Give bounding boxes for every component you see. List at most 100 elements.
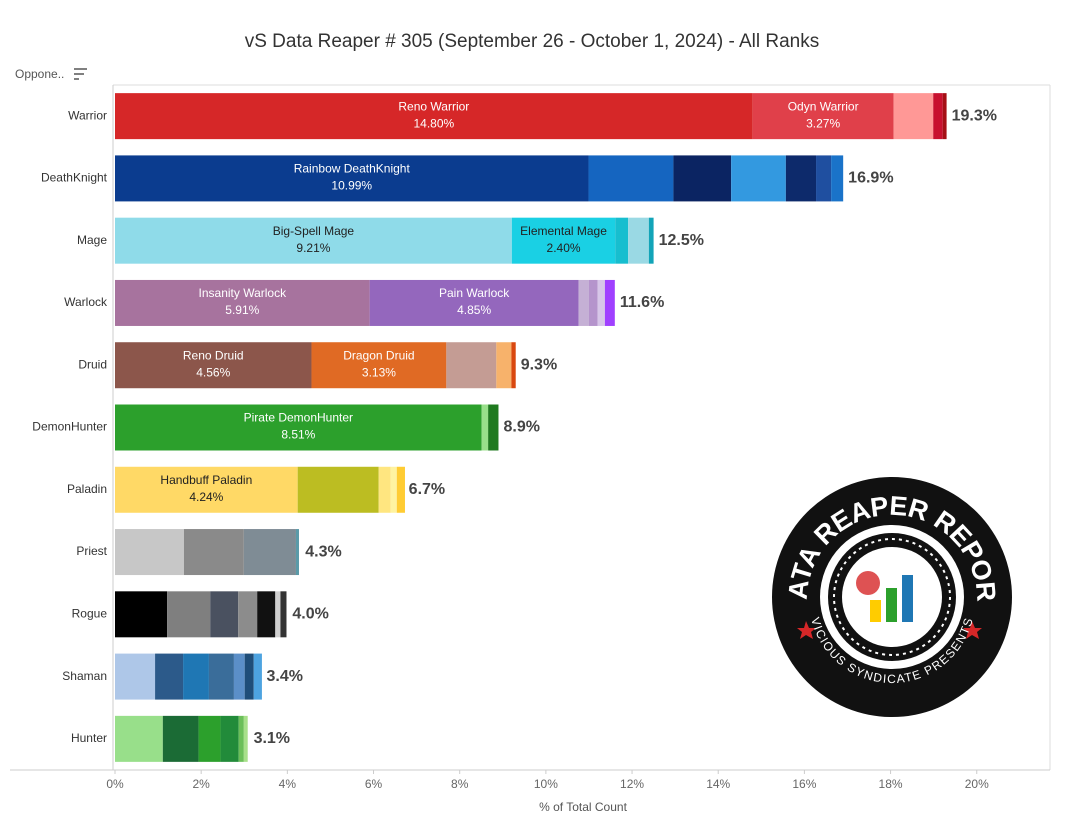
bar-segment (280, 591, 287, 638)
segment-name: Odyn Warrior (788, 99, 859, 113)
segment-value-label: 8.51% (281, 428, 315, 442)
x-tick-label: 20% (965, 777, 989, 791)
bar-segment (208, 653, 234, 700)
bar-segment (311, 342, 447, 389)
y-tick-label: Shaman (62, 669, 107, 683)
y-header: Oppone.. (15, 67, 64, 81)
segment-name: Reno Druid (183, 348, 244, 362)
bar-segment (115, 279, 370, 326)
x-tick-label: 14% (706, 777, 730, 791)
bar-segment (648, 217, 654, 264)
bar-segment (243, 529, 296, 576)
bar-segment (243, 715, 248, 762)
segment-value-label: 10.99% (331, 179, 372, 193)
total-label: 3.4% (266, 668, 302, 685)
total-label: 11.6% (620, 294, 664, 311)
segment-value-label: 14.80% (413, 116, 454, 130)
segment-value-label: 5.91% (225, 303, 259, 317)
bar-segment (446, 342, 497, 389)
bar-segment (816, 155, 832, 202)
bar-segment (785, 155, 817, 202)
bar-segment (183, 529, 244, 576)
x-tick-label: 12% (620, 777, 644, 791)
segment-value-label: 3.13% (362, 365, 396, 379)
total-label: 4.3% (305, 543, 341, 560)
bar-segment (115, 217, 512, 264)
bar-segment (378, 466, 391, 513)
y-tick-label: Warlock (64, 295, 108, 309)
chart-title: vS Data Reaper # 305 (September 26 - Oct… (245, 31, 820, 52)
segment-value-label: 2.40% (547, 241, 581, 255)
bar-segment (115, 342, 312, 389)
segment-name: Reno Warrior (398, 99, 469, 113)
bar-segment (628, 217, 649, 264)
bar-segment (942, 93, 947, 140)
segment-value-label: 4.56% (196, 365, 230, 379)
total-label: 12.5% (659, 232, 704, 249)
bar-segment (155, 653, 184, 700)
bar-segment (615, 217, 629, 264)
segment-value-label: 9.21% (296, 241, 330, 255)
bar-segment (673, 155, 732, 202)
bar-segment (275, 591, 281, 638)
segment-name: Big-Spell Mage (273, 224, 355, 238)
total-label: 16.9% (848, 170, 893, 187)
y-tick-label: Priest (76, 544, 107, 558)
segment-value-label: 4.85% (457, 303, 491, 317)
y-tick-label: Druid (78, 357, 107, 371)
bar-segment (210, 591, 239, 638)
bar-segment (115, 93, 753, 140)
total-label: 19.3% (952, 107, 997, 124)
bar-segment (588, 155, 674, 202)
bar-segment (295, 529, 299, 576)
total-label: 4.0% (292, 606, 328, 623)
y-tick-label: DemonHunter (32, 420, 107, 434)
bar-segment (115, 155, 589, 202)
bar-segment (183, 653, 209, 700)
x-tick-label: 4% (279, 777, 297, 791)
total-label: 9.3% (521, 356, 557, 373)
bar-segment (588, 279, 598, 326)
bar-segment (481, 404, 489, 451)
segment-name: Elemental Mage (520, 224, 607, 238)
x-tick-label: 2% (193, 777, 211, 791)
x-tick-label: 18% (879, 777, 903, 791)
y-tick-label: Paladin (67, 482, 107, 496)
segment-name: Pirate DemonHunter (244, 411, 353, 425)
sort-icon[interactable] (74, 68, 87, 80)
bar-segment (233, 653, 245, 700)
bar-segment (578, 279, 589, 326)
y-tick-label: Warrior (68, 108, 107, 122)
bar-segment (220, 715, 239, 762)
bar-segment (238, 591, 258, 638)
bar-segment (488, 404, 499, 451)
segment-name: Pain Warlock (439, 286, 510, 300)
y-tick-label: Hunter (71, 731, 107, 745)
bar-segment (244, 653, 254, 700)
segment-name: Handbuff Paladin (160, 473, 252, 487)
x-tick-label: 10% (534, 777, 558, 791)
bar-segment (115, 653, 156, 700)
total-label: 3.1% (254, 730, 290, 747)
bar-segment (253, 653, 262, 700)
bar-segment (511, 217, 616, 264)
bar-segment (396, 466, 405, 513)
x-tick-label: 16% (792, 777, 816, 791)
total-label: 6.7% (409, 481, 445, 498)
bar-segment (115, 529, 184, 576)
bar-segment (115, 715, 163, 762)
bar-segment (893, 93, 934, 140)
y-tick-label: Mage (77, 233, 107, 247)
plot-area: 0% 2% 4% 6% 8% 10% 12% 14% 16% 18% 20% Warrior Reno … (32, 93, 997, 791)
bar-segment (752, 93, 894, 140)
y-tick-label: DeathKnight (41, 171, 108, 185)
bar-segment (115, 591, 168, 638)
bar-segment (831, 155, 844, 202)
bar-segment (731, 155, 786, 202)
bar-segment (933, 93, 943, 140)
segment-name: Dragon Druid (343, 348, 414, 362)
segment-name: Insanity Warlock (199, 286, 288, 300)
segment-value-label: 4.24% (189, 490, 223, 504)
bar-segment (496, 342, 512, 389)
